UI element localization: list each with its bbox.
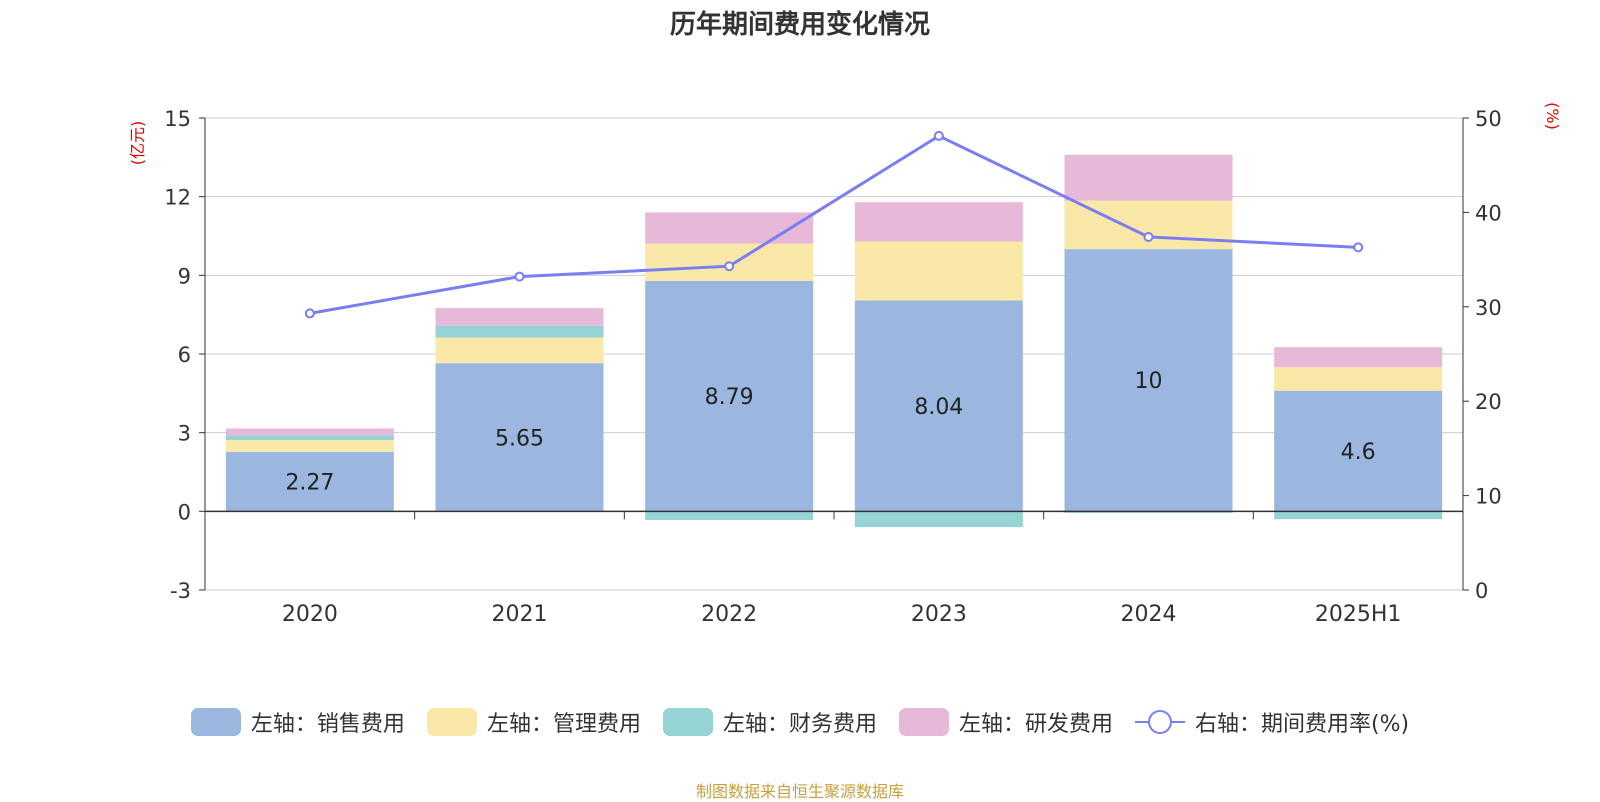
legend-label: 左轴：研发费用 (958, 712, 1113, 737)
legend-swatch (898, 708, 949, 736)
rate-point (724, 261, 735, 272)
bar (1064, 154, 1233, 201)
legend-label: 左轴：财务费用 (722, 712, 877, 737)
left-tick-label: 9 (178, 264, 191, 288)
legend-label: 左轴：销售费用 (250, 712, 405, 737)
legend-swatch (190, 708, 241, 736)
rate-point (514, 271, 525, 282)
category-label: 2025H1 (1315, 602, 1402, 627)
bar-value-label: 2.27 (285, 471, 334, 496)
bar (854, 300, 1023, 512)
bar (1064, 249, 1233, 512)
bar (645, 212, 814, 244)
bar (225, 440, 394, 452)
bar-value-label: 8.79 (705, 385, 754, 410)
category-label: 2023 (911, 602, 967, 627)
right-tick-label: 10 (1475, 485, 1502, 509)
legend-item[interactable]: 右轴：期间费用率(%) (1134, 706, 1410, 738)
left-tick-label: 6 (178, 343, 191, 367)
bar (225, 428, 394, 436)
left-axis-label: (亿元) (128, 121, 147, 166)
bar (435, 363, 604, 512)
bar (435, 337, 604, 364)
axes: -3 0 3 6 9 12 15 0 10 20 30 40 50 2020 2021 2022 2023 202… (164, 107, 1501, 627)
bar (1274, 367, 1443, 391)
bar (854, 202, 1023, 242)
category-label: 2020 (282, 602, 338, 627)
rate-point (1353, 242, 1364, 253)
bar (225, 435, 394, 441)
legend-item[interactable]: 左轴：财务费用 (662, 706, 877, 738)
bar-value-label: 10 (1135, 369, 1163, 394)
chart-title: 历年期间费用变化情况 (669, 10, 930, 40)
bar (1064, 511, 1233, 513)
bar (1274, 511, 1443, 520)
legend-swatch (662, 708, 713, 736)
rate-line (304, 130, 1364, 319)
right-tick-label: 50 (1475, 107, 1502, 131)
bar (1274, 347, 1443, 368)
right-tick-label: 30 (1475, 296, 1502, 320)
bar-value-label: 5.65 (495, 426, 544, 451)
legend-swatch (1134, 708, 1185, 736)
rate-point (933, 130, 944, 141)
bar-labels: 2.27 5.65 8.79 8.04 10 4.6 (285, 369, 1375, 495)
bar (435, 308, 604, 326)
right-tick-label: 0 (1475, 579, 1488, 603)
rate-line-path (309, 134, 1359, 315)
bar-value-label: 4.6 (1341, 440, 1376, 465)
left-tick-label: 0 (178, 500, 191, 524)
legend-item[interactable]: 左轴：管理费用 (426, 706, 641, 738)
legend-item[interactable]: 左轴：销售费用 (190, 706, 405, 738)
category-label: 2024 (1121, 602, 1177, 627)
bars (225, 154, 1443, 528)
legend-item[interactable]: 左轴：研发费用 (898, 706, 1113, 738)
legend-label: 左轴：管理费用 (486, 712, 641, 737)
bar (1274, 390, 1443, 512)
bar (854, 241, 1023, 301)
left-tick-label: -3 (170, 579, 191, 603)
bar-value-label: 8.04 (914, 395, 963, 420)
left-tick-label: 15 (164, 107, 191, 131)
bar (854, 511, 1023, 528)
legend: 左轴：销售费用 左轴：管理费用 左轴：财务费用 左轴：研发费用 右轴：期间费用率(%) (0, 706, 1600, 738)
category-label: 2021 (492, 602, 548, 627)
rate-point (1143, 231, 1154, 242)
source-note: 制图数据来自恒生聚源数据库 (695, 782, 904, 801)
legend-swatch (426, 708, 477, 736)
category-label: 2022 (701, 602, 757, 627)
left-tick-label: 12 (164, 186, 191, 210)
right-axis-label: (%) (1543, 102, 1562, 130)
bar (435, 325, 604, 338)
bar (645, 280, 814, 512)
bar (645, 511, 814, 520)
right-tick-label: 20 (1475, 390, 1502, 414)
right-tick-label: 40 (1475, 201, 1502, 225)
legend-label: 右轴：期间费用率(%) (1194, 712, 1410, 737)
bar (225, 451, 394, 512)
left-tick-label: 3 (178, 422, 191, 446)
rate-point (304, 308, 315, 319)
